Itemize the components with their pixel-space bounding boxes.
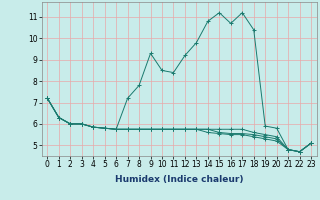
X-axis label: Humidex (Indice chaleur): Humidex (Indice chaleur): [115, 175, 244, 184]
